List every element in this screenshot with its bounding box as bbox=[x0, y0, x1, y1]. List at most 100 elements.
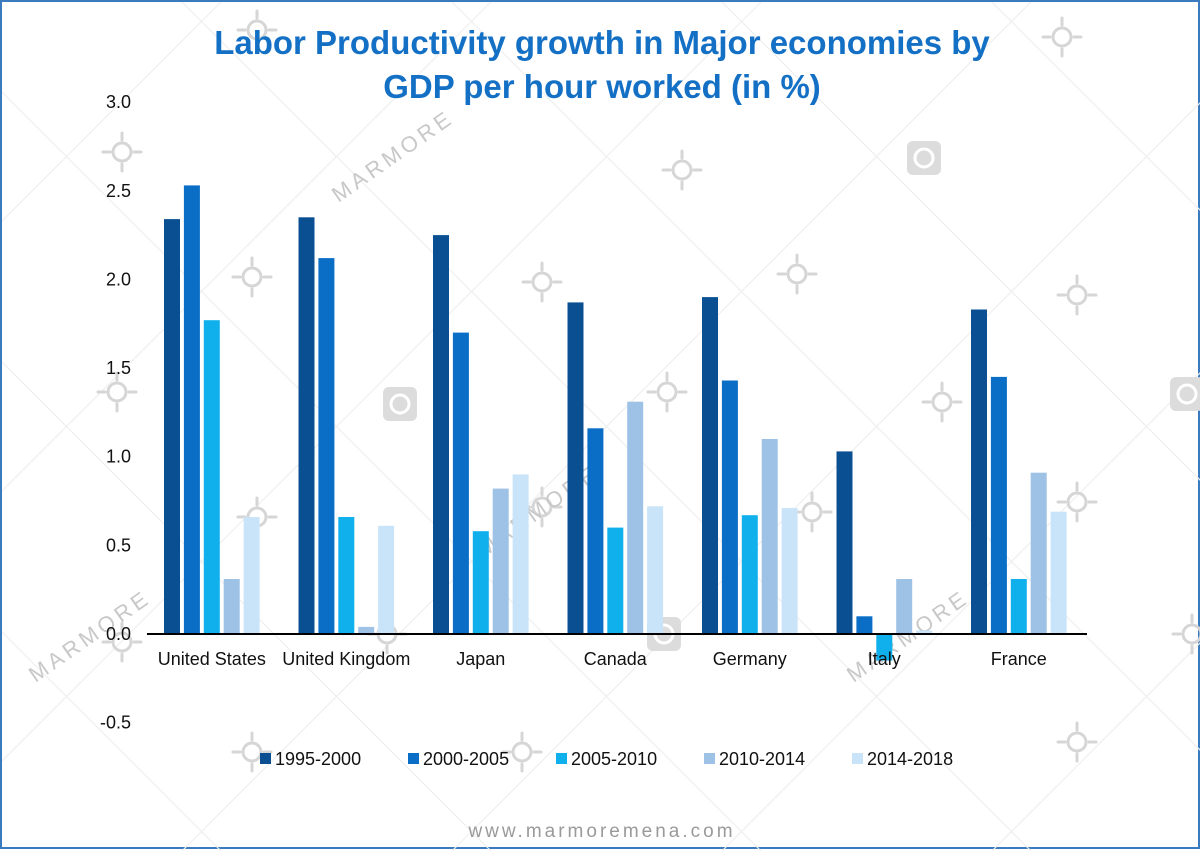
legend-item: 2000-2005 bbox=[408, 749, 509, 769]
watermark-diagonal bbox=[451, 2, 1200, 751]
watermark-sun-icon bbox=[921, 381, 963, 423]
watermark-sun-icon bbox=[661, 149, 703, 191]
bar bbox=[164, 219, 180, 634]
bar bbox=[1010, 579, 1027, 634]
watermark-diagonal bbox=[451, 102, 1200, 851]
watermark-sun-icon bbox=[1056, 274, 1098, 316]
x-tick-label: Canada bbox=[584, 649, 648, 669]
bar bbox=[378, 525, 395, 634]
legend-label: 2000-2005 bbox=[423, 749, 509, 769]
legend-item: 2014-2018 bbox=[852, 749, 953, 769]
bar bbox=[627, 401, 644, 634]
bar bbox=[741, 515, 758, 634]
watermark-brand-text: MARMORE bbox=[472, 460, 603, 562]
legend: 1995-2000 2000-2005 2005-2010 2010-2014 2014… bbox=[260, 749, 953, 769]
bar bbox=[358, 626, 375, 634]
bar bbox=[338, 517, 355, 634]
legend-swatch bbox=[852, 753, 863, 764]
watermark-diagonal bbox=[991, 2, 1200, 211]
watermark-diagonal bbox=[2, 2, 492, 492]
bar bbox=[896, 579, 913, 634]
y-axis: 3.0 2.5 2.0 1.5 1.0 0.5 0.0 -0.5 bbox=[100, 92, 131, 733]
bar bbox=[243, 517, 260, 634]
legend-item: 2005-2010 bbox=[556, 749, 657, 769]
watermark-sun-icon bbox=[236, 9, 278, 51]
bar bbox=[1050, 511, 1067, 634]
watermark-badge-icon bbox=[907, 141, 941, 175]
watermark-sun-icon bbox=[101, 131, 143, 173]
watermark-sun-icon bbox=[501, 731, 543, 773]
watermark-diagonal bbox=[721, 372, 1200, 851]
legend-swatch bbox=[408, 753, 419, 764]
watermark-badge-icon bbox=[383, 387, 417, 421]
category-labels: United States United Kingdom Japan Canada Ge… bbox=[158, 649, 1047, 669]
bar bbox=[567, 302, 584, 634]
x-tick-label: Italy bbox=[868, 649, 901, 669]
x-tick-label: Germany bbox=[713, 649, 787, 669]
legend-label: 2010-2014 bbox=[719, 749, 805, 769]
watermark-sun-icon bbox=[521, 261, 563, 303]
bar bbox=[856, 616, 873, 634]
chart-title-line-2: GDP per hour worked (in %) bbox=[383, 68, 821, 105]
watermark-diagonal bbox=[181, 2, 1032, 851]
bar bbox=[492, 488, 509, 634]
watermark-diagonal bbox=[2, 2, 762, 762]
watermark-sun-icon bbox=[1171, 613, 1200, 655]
y-tick-label: 1.5 bbox=[106, 358, 131, 378]
bar bbox=[781, 508, 798, 634]
y-tick-label: 2.0 bbox=[106, 269, 131, 289]
bar-plot-area bbox=[164, 185, 1067, 661]
watermark-brand-text: MARMORE bbox=[24, 585, 155, 687]
bar bbox=[916, 630, 933, 634]
legend-item: 1995-2000 bbox=[260, 749, 361, 769]
legend-swatch bbox=[556, 753, 567, 764]
y-tick-label: 0.5 bbox=[106, 535, 131, 555]
watermark-sun-icon bbox=[1056, 721, 1098, 763]
watermark-sun-icon bbox=[96, 371, 138, 413]
bar bbox=[1030, 472, 1047, 634]
watermark-diagonal bbox=[2, 631, 222, 851]
bar bbox=[761, 439, 778, 634]
watermark-diagonal bbox=[991, 642, 1200, 851]
y-tick-label: -0.5 bbox=[100, 713, 131, 733]
bar bbox=[721, 380, 738, 634]
bar bbox=[203, 320, 220, 634]
bar bbox=[433, 235, 449, 634]
bar bbox=[512, 474, 529, 634]
bar bbox=[836, 451, 853, 634]
bar bbox=[607, 527, 624, 634]
bar bbox=[472, 531, 489, 634]
legend-swatch bbox=[704, 753, 715, 764]
bar bbox=[971, 309, 987, 634]
watermark-sun-icon bbox=[646, 371, 688, 413]
watermark-sun-icon bbox=[1041, 16, 1083, 58]
legend-label: 2005-2010 bbox=[571, 749, 657, 769]
x-tick-label: France bbox=[991, 649, 1047, 669]
watermark-sun-icon bbox=[231, 731, 273, 773]
bar bbox=[223, 579, 240, 634]
x-tick-label: United Kingdom bbox=[282, 649, 410, 669]
chart-title: Labor Productivity growth in Major econo… bbox=[214, 24, 990, 105]
bar bbox=[587, 428, 604, 634]
watermark-diagonal bbox=[2, 2, 222, 222]
y-tick-label: 2.5 bbox=[106, 181, 131, 201]
legend-swatch bbox=[260, 753, 271, 764]
watermark-diagonal bbox=[721, 2, 1200, 481]
x-tick-label: United States bbox=[158, 649, 266, 669]
watermark-sun-icon bbox=[776, 253, 818, 295]
bar bbox=[318, 258, 335, 634]
chart-title-line-1: Labor Productivity growth in Major econo… bbox=[214, 24, 990, 61]
bar bbox=[990, 376, 1007, 634]
watermark-brand-text: MARMORE bbox=[327, 105, 458, 207]
bar bbox=[876, 634, 893, 661]
watermark-sun-icon bbox=[1056, 481, 1098, 523]
bar bbox=[647, 506, 664, 634]
legend-item: 2010-2014 bbox=[704, 749, 805, 769]
watermark-sun-icon bbox=[231, 256, 273, 298]
footer-url: www.marmoremena.com bbox=[467, 821, 735, 842]
legend-label: 1995-2000 bbox=[275, 749, 361, 769]
y-tick-label: 3.0 bbox=[106, 92, 131, 112]
